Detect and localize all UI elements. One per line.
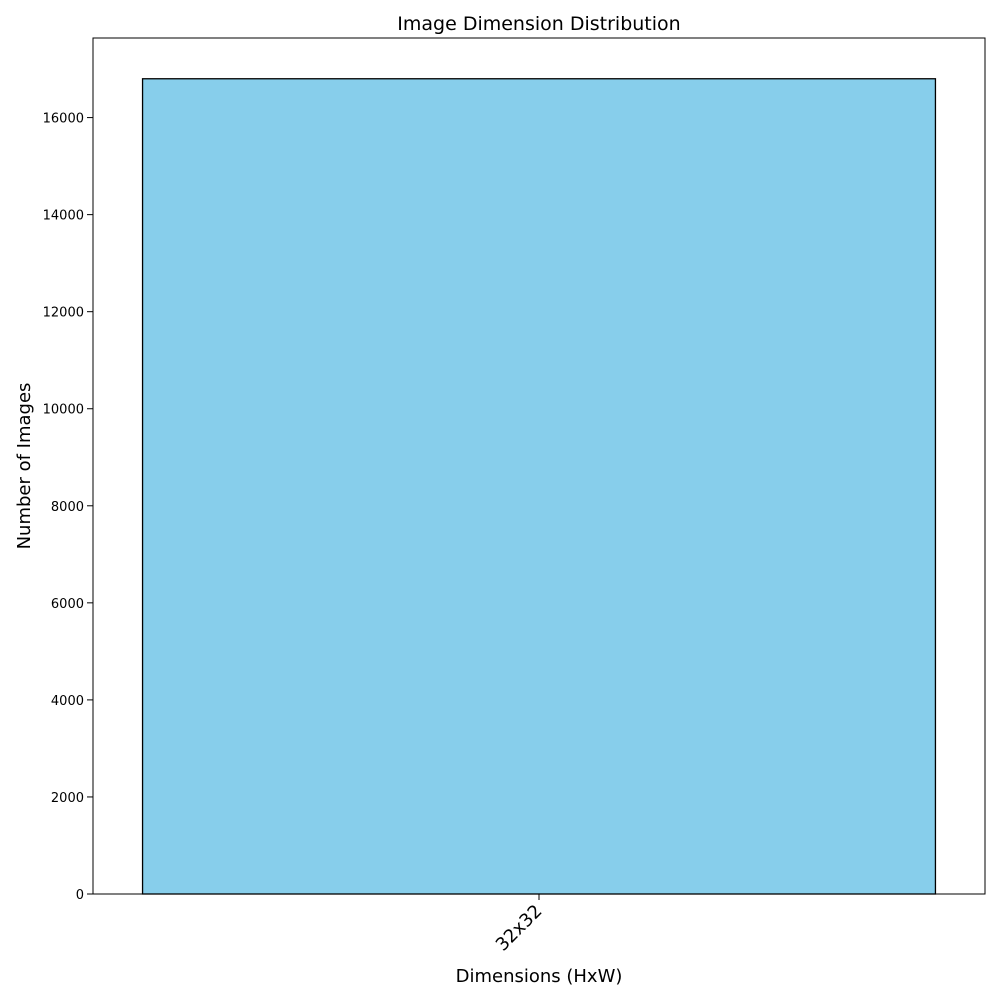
y-tick-label: 6000 — [51, 597, 84, 612]
y-tick-label: 16000 — [43, 112, 84, 127]
plot-area: 32x32 0 2000 4000 6000 8000 10000 12000 14000 160… — [43, 78, 937, 956]
y-tick-label: 2000 — [51, 791, 84, 806]
bar-32x32 — [141, 78, 937, 895]
y-tick-label: 10000 — [43, 403, 84, 418]
y-tick-label: 12000 — [43, 306, 84, 321]
x-axis-label: Dimensions (HxW) — [456, 966, 623, 987]
y-tick-label: 14000 — [43, 209, 84, 224]
y-tick-label: 0 — [76, 888, 84, 903]
y-tick-label: 8000 — [51, 500, 84, 515]
axes-frame — [92, 37, 986, 895]
y-axis-label: Number of Images — [14, 383, 35, 550]
x-tick-label: 32x32 — [492, 901, 547, 956]
y-tick-label: 4000 — [51, 694, 84, 709]
chart-title: Image Dimension Distribution — [397, 13, 680, 35]
